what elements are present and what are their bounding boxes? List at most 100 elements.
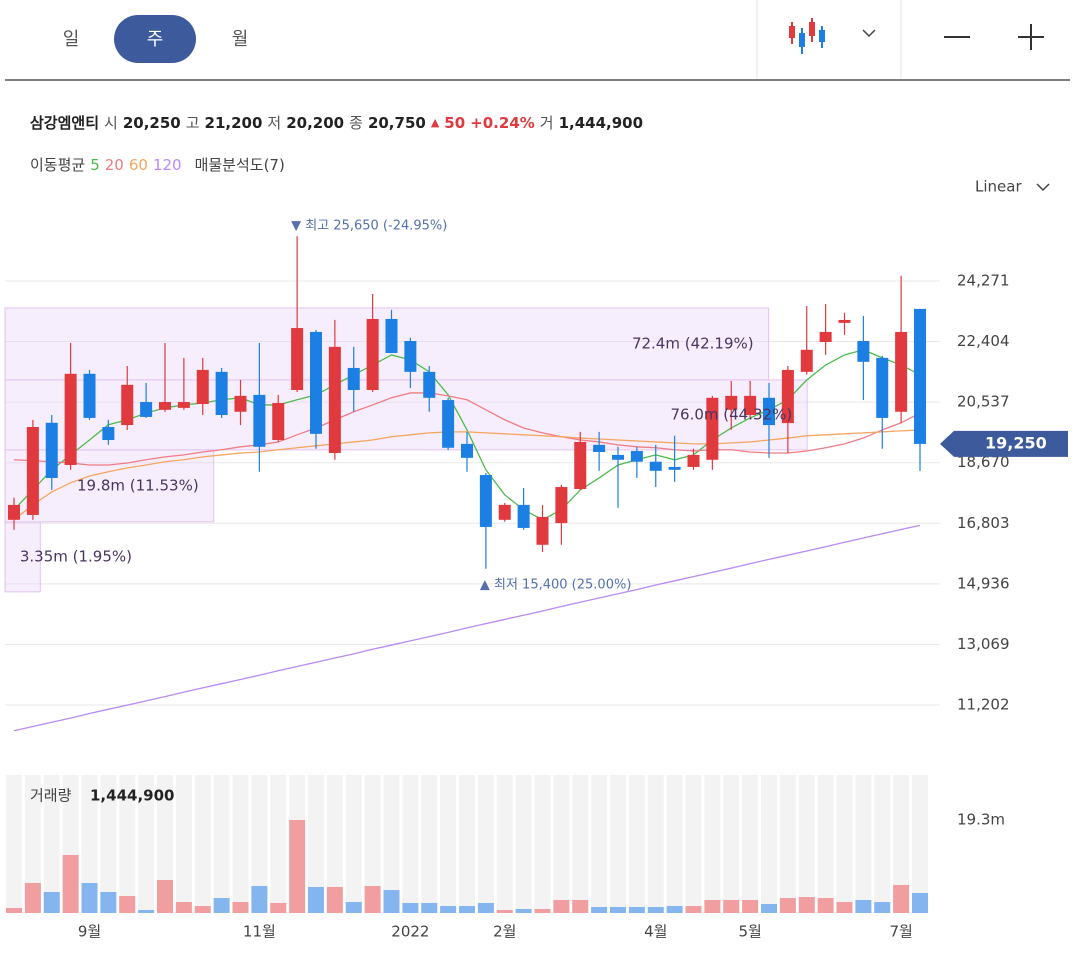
volume-profile-label: 76.0m (44.32%)	[671, 405, 793, 423]
volume-bar	[647, 906, 664, 913]
volume-stripe	[232, 775, 249, 913]
volume-bar	[232, 902, 249, 913]
volume-stripe	[893, 775, 910, 913]
candle-body	[800, 349, 813, 372]
stock-name: 삼강엠앤티	[30, 114, 100, 132]
candle-body	[8, 504, 20, 520]
volume-bar	[402, 902, 419, 913]
tab[interactable]: 월	[232, 29, 249, 50]
scale-chevron[interactable]	[1036, 183, 1050, 192]
tab[interactable]: 일	[63, 29, 80, 50]
candle-body	[253, 394, 266, 447]
volume-bar	[628, 906, 645, 913]
y-tick-label: 11,202	[957, 696, 1010, 714]
volume-current: 1,444,900	[90, 787, 174, 805]
volume-bar	[364, 886, 381, 913]
field-value: 20,750	[367, 113, 426, 132]
x-tick-label: 5월	[738, 923, 761, 941]
volume-profile-band	[4, 379, 808, 451]
volume-bar	[138, 910, 155, 913]
x-tick-label: 2월	[493, 923, 516, 941]
volume-stripe	[213, 775, 230, 913]
x-tick-label: 2022	[391, 923, 429, 941]
candle-body	[177, 402, 190, 408]
extreme-annotation: ▲ 최저 15,400 (25.00%)	[480, 577, 632, 592]
candle-body	[291, 328, 304, 391]
field-value: 20,250	[122, 113, 181, 132]
volume-profile-band	[4, 521, 41, 593]
volume-bar	[666, 906, 683, 913]
volume-stripe	[666, 775, 683, 913]
volume-stripe	[742, 775, 759, 913]
volume-stripe	[817, 775, 834, 913]
candle-body	[64, 373, 77, 465]
volume-bar	[251, 886, 268, 913]
candle-body	[857, 341, 870, 362]
quote-header: 삼강엠앤티 시 20,250 고 21,200 저 20,200 종 20,750 ▲ 50 +0.2…	[30, 112, 643, 133]
candle-body	[102, 427, 115, 440]
y-tick-label: 22,404	[957, 332, 1010, 350]
volume-stripe	[855, 775, 872, 913]
x-tick-label: 4월	[644, 923, 667, 941]
volume-bar	[515, 909, 532, 913]
volume-stripe	[515, 775, 532, 913]
active-tab-pill[interactable]	[114, 15, 196, 63]
volume-stripe	[100, 775, 117, 913]
legend-entry: 60	[128, 155, 148, 174]
field-label: 고	[185, 114, 200, 132]
candle-body	[725, 395, 738, 410]
volume-stripe	[628, 775, 645, 913]
volume-bar	[572, 899, 589, 913]
volume-bar	[553, 899, 570, 913]
volume-bar	[175, 902, 192, 913]
volume-bar	[836, 902, 853, 913]
volume-stripe	[345, 775, 362, 913]
chart-type-button[interactable]	[789, 18, 825, 54]
x-tick-label: 7월	[889, 923, 912, 941]
volume-stripe	[647, 775, 664, 913]
volume-stripe	[6, 775, 22, 913]
volume-bar	[194, 906, 211, 913]
candle-body	[479, 475, 492, 527]
volume-stripe	[81, 775, 98, 913]
scale-menu[interactable]: Linear	[975, 178, 1022, 196]
candle-body	[536, 516, 549, 545]
volume-bar	[421, 902, 438, 913]
volume-bar	[723, 899, 740, 913]
volume-bar	[270, 902, 287, 913]
volume-stripe	[24, 775, 41, 913]
candle-body	[328, 346, 341, 453]
tab[interactable]: 주	[147, 29, 164, 50]
volume-bar	[100, 891, 117, 913]
dropdown-chevron[interactable]	[862, 29, 876, 38]
change: 50	[444, 113, 466, 132]
volume-stripe	[477, 775, 494, 913]
field-label: 시	[104, 114, 118, 132]
last-price-tag	[940, 430, 1068, 457]
y-tick-label: 18,670	[957, 453, 1010, 471]
candle-body	[593, 444, 606, 452]
volume-bar	[912, 893, 928, 913]
volume-stripe	[912, 775, 928, 913]
volume-bar	[893, 885, 910, 913]
volume-bar	[496, 910, 513, 913]
volume-stripe	[383, 775, 400, 913]
candle-body	[687, 454, 700, 467]
volume-bar	[761, 903, 777, 913]
candle-body	[196, 369, 209, 404]
volume-bar	[704, 899, 721, 913]
volume-bar	[459, 906, 475, 913]
volume-bar	[798, 897, 815, 913]
last-price-label: 19,250	[985, 433, 1047, 452]
volume-bar	[213, 898, 230, 913]
zoom-in[interactable]	[1018, 24, 1044, 50]
candle-body	[574, 441, 587, 489]
candle-body	[121, 384, 134, 426]
volume-stripe	[251, 775, 268, 913]
volume-bar	[24, 882, 41, 913]
volume-bar	[685, 906, 702, 913]
candle-body	[310, 331, 322, 434]
candle-body	[744, 395, 757, 416]
volume-stripe	[308, 775, 324, 913]
